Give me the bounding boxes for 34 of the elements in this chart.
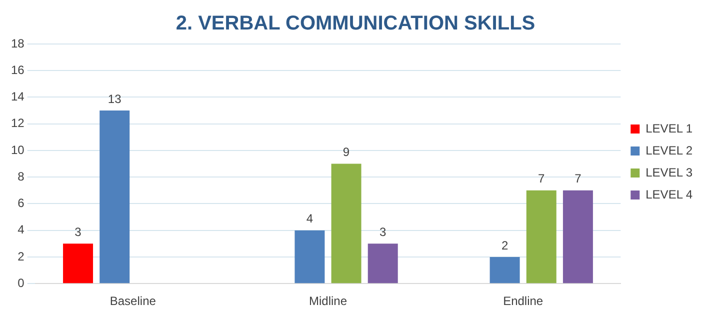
- legend-label: LEVEL 4: [646, 187, 693, 202]
- legend-label: LEVEL 3: [646, 165, 693, 180]
- legend-label: LEVEL 2: [646, 143, 693, 158]
- y-tick-label: 16: [10, 62, 25, 77]
- data-label: 3: [380, 224, 387, 239]
- bar: [331, 164, 362, 284]
- data-label: 2: [501, 238, 508, 252]
- y-tick-label: 18: [10, 36, 25, 50]
- data-label: 9: [342, 145, 350, 160]
- bar: [100, 110, 130, 284]
- legend-label: LEVEL 1: [646, 121, 693, 136]
- data-label: 13: [108, 92, 122, 106]
- y-tick-label: 2: [18, 249, 25, 264]
- bar: [294, 230, 325, 284]
- bar: [526, 190, 556, 284]
- bar: [63, 244, 94, 284]
- bar: [490, 256, 520, 284]
- bar: [368, 244, 398, 284]
- bar: [562, 190, 593, 284]
- y-tick-label: 10: [10, 142, 25, 157]
- y-tick-label: 8: [18, 169, 25, 184]
- x-tick-label: Baseline: [110, 294, 156, 308]
- data-label: 7: [538, 172, 546, 186]
- data-label: 4: [306, 212, 314, 226]
- data-label: 3: [74, 224, 82, 239]
- data-label: 7: [574, 172, 582, 186]
- y-tick-label: 14: [10, 90, 25, 104]
- y-tick-label: 4: [18, 222, 25, 237]
- y-tick-label: 12: [10, 116, 25, 130]
- chart-title: 2. VERBAL COMMUNICATION SKILLS: [176, 12, 536, 35]
- x-tick-label: Midline: [308, 294, 348, 308]
- y-tick-label: 6: [18, 196, 25, 210]
- x-tick-label: Endline: [503, 294, 544, 308]
- y-tick-label: 0: [18, 276, 25, 290]
